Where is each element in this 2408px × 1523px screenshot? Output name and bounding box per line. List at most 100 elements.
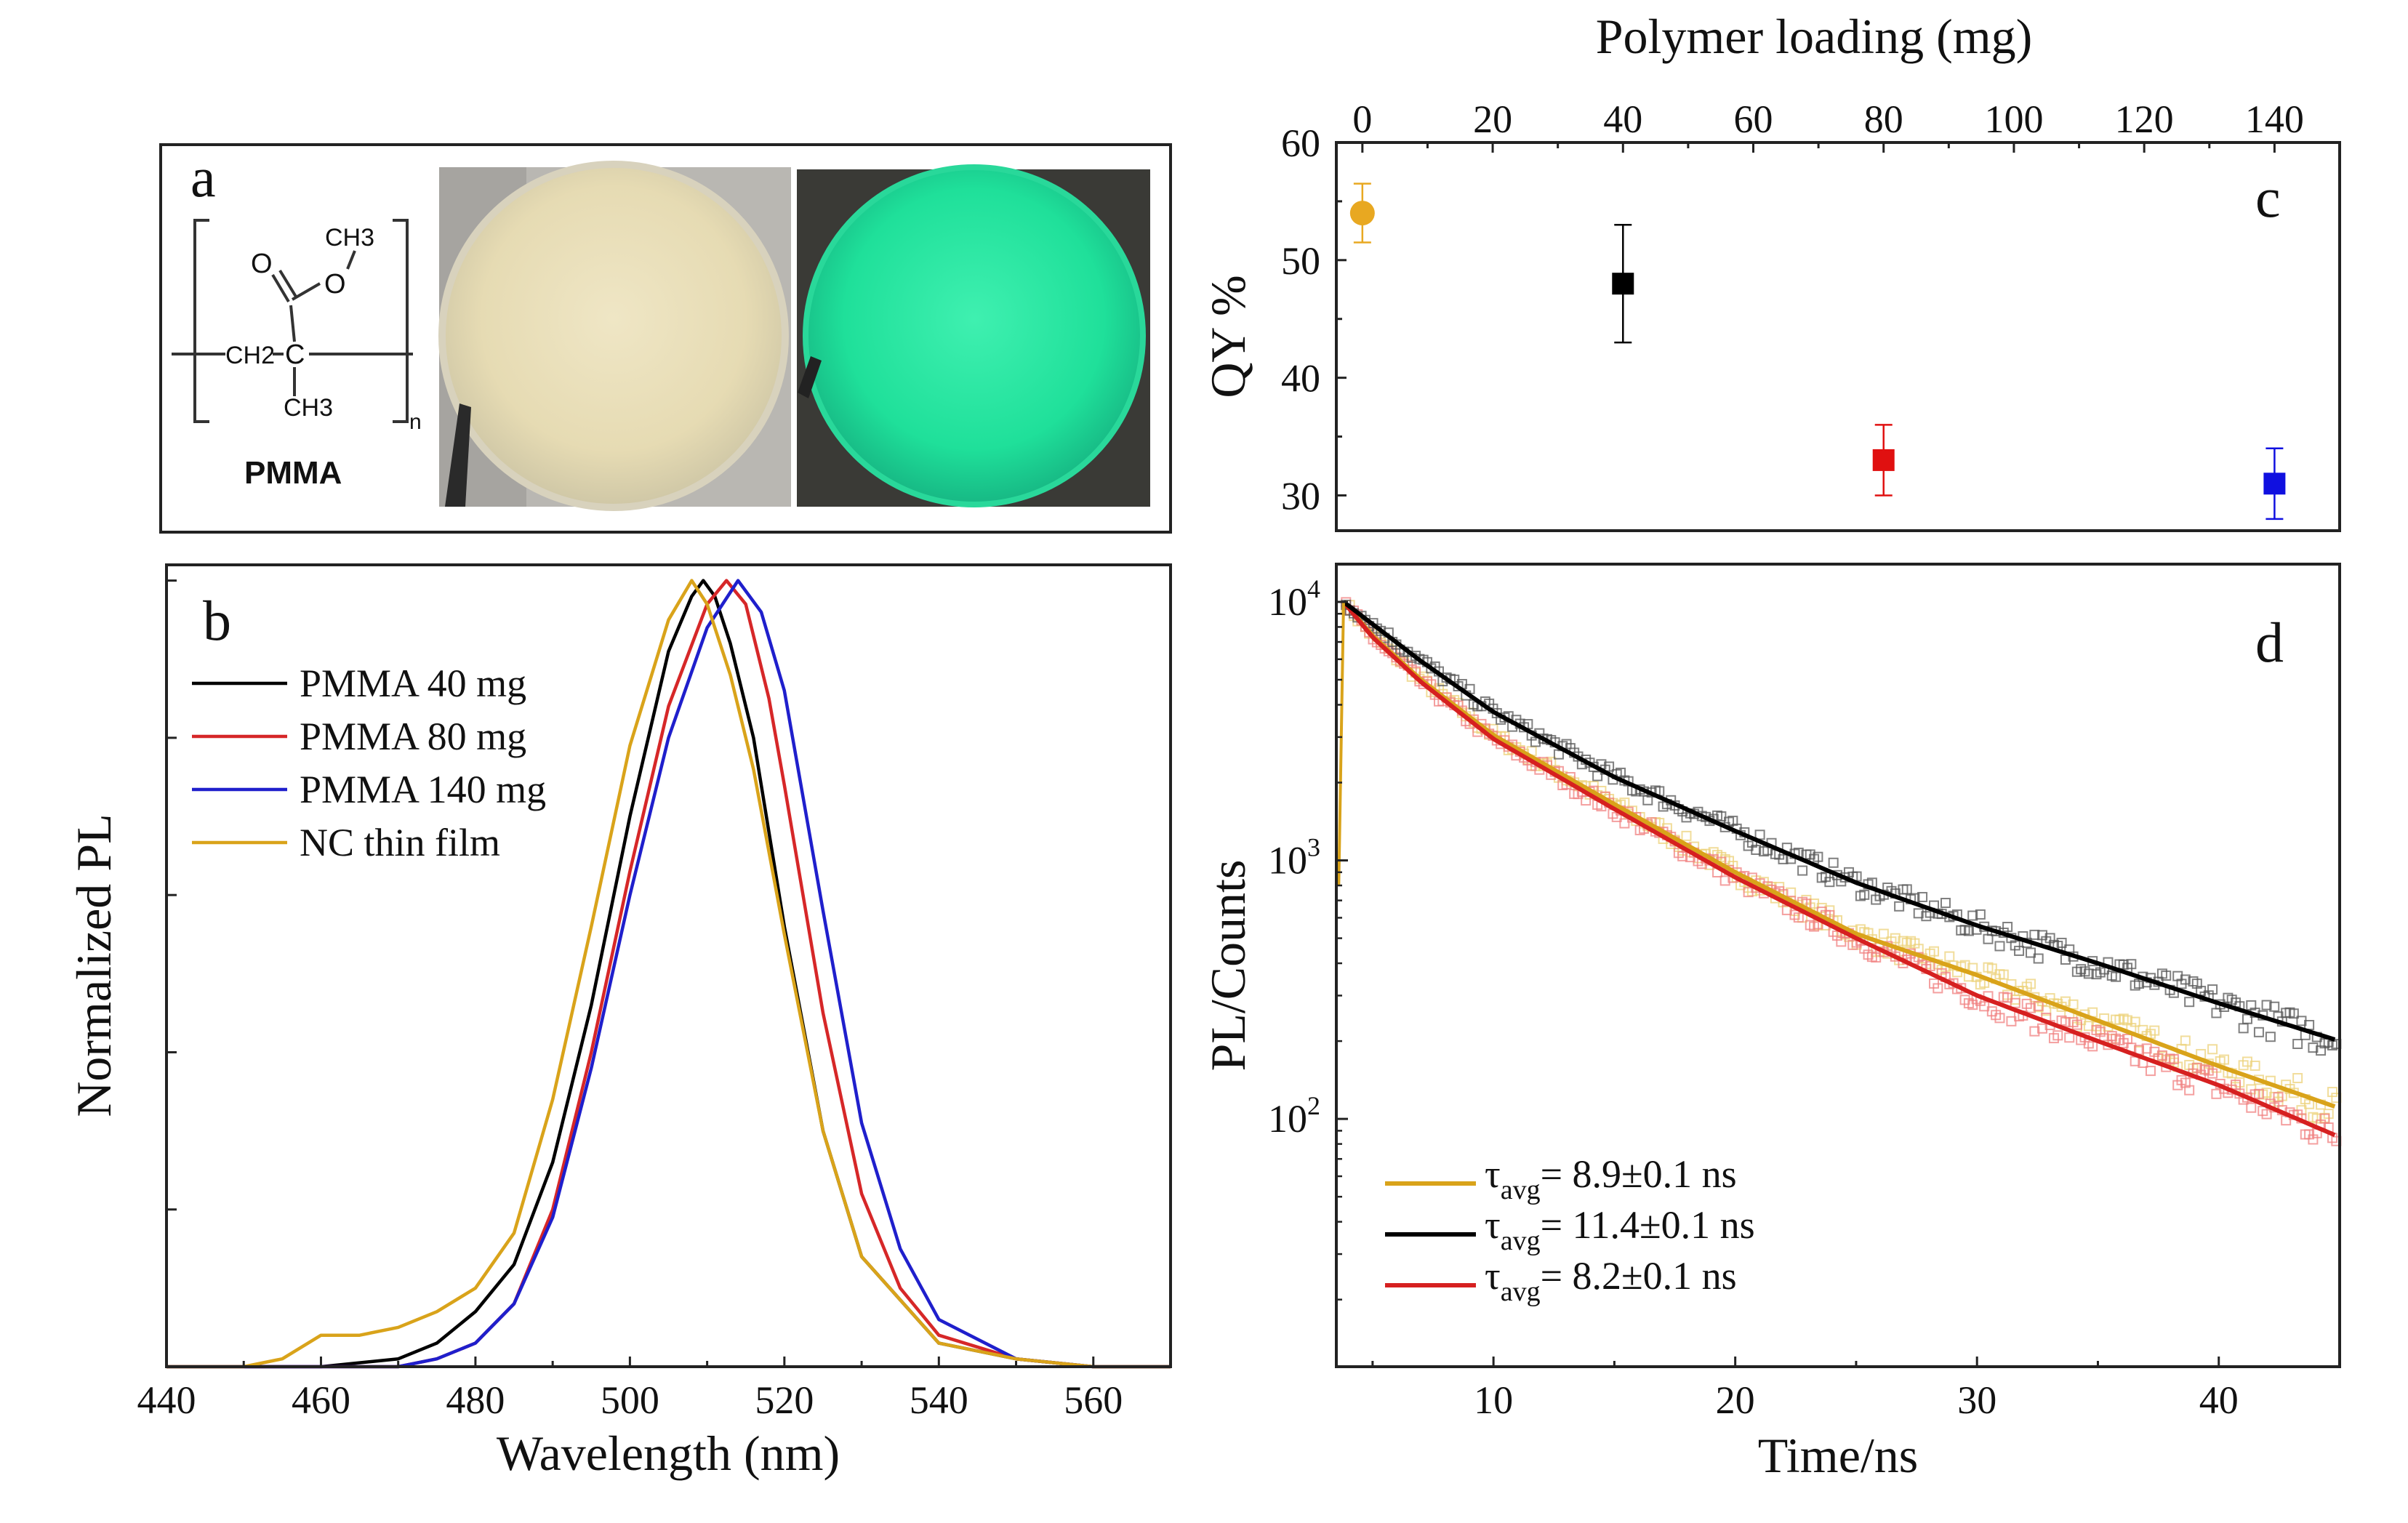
panel-c: c 0 20 40 60 80 100 120 140 30 40 50 60 Polymer lo… <box>1200 9 2341 532</box>
panel-b-y-tickmarks <box>166 579 177 1368</box>
left-bracket <box>193 219 209 423</box>
decay-raw-point <box>2141 1043 2152 1054</box>
x-tick-label: 540 <box>910 1378 968 1422</box>
subscript-n: n <box>409 410 422 434</box>
ch3-top-label: CH3 <box>325 224 374 252</box>
carbonyl-double-bond-b <box>278 269 297 298</box>
decay-raw-points-1 <box>1341 600 2342 1124</box>
panel-c-x-axis-label: Polymer loading (mg) <box>1596 9 2033 64</box>
panel-b-legend: PMMA 40 mg PMMA 80 mg PMMA 140 mg NC thin f… <box>192 662 546 864</box>
decay-raw-point <box>2002 992 2013 1003</box>
decay-raw-point <box>1604 761 1615 772</box>
panel-c-plot <box>1349 182 2286 521</box>
panel-a-label: a <box>190 145 216 209</box>
decay-raw-point <box>2145 1066 2156 1077</box>
decay-raw-point <box>1890 933 1901 944</box>
decay-raw-point <box>2156 1050 2167 1061</box>
decay-fit-line-3 <box>1341 600 2336 1138</box>
decay-raw-point <box>1793 912 1804 923</box>
decay-raw-point <box>2250 1060 2260 1071</box>
panel-c-y-axis-label: QY % <box>1200 275 1256 398</box>
x-tick-label: 560 <box>1064 1378 1123 1422</box>
decay-raw-point <box>2014 945 2025 956</box>
decay-raw-point <box>2184 1085 2195 1096</box>
panel-c-frame <box>1335 141 2341 532</box>
decay-raw-point <box>1813 851 1823 862</box>
qy-marker-circle <box>1349 201 1375 226</box>
x-tick-label: 500 <box>601 1378 659 1422</box>
decay-raw-point <box>2060 996 2071 1007</box>
decay-raw-point <box>1944 951 1955 962</box>
tweezers-uv <box>798 356 822 398</box>
legend-label-4: NC thin film <box>300 821 500 864</box>
qy-point-3 <box>1872 424 1895 497</box>
top-x-tick-label: 100 <box>1984 97 2043 141</box>
decay-raw-point <box>2036 1023 2047 1034</box>
decay-raw-point <box>2242 1013 2252 1024</box>
decay-raw-point <box>2064 1032 2075 1043</box>
decay-raw-point <box>2060 1016 2071 1027</box>
top-x-tick-label: 60 <box>1734 97 1773 141</box>
decay-raw-point <box>1998 969 2009 980</box>
decay-raw-point <box>2308 1042 2319 1053</box>
top-x-tick-label: 120 <box>2115 97 2174 141</box>
decay-raw-point <box>1828 857 1839 868</box>
carbonyl-double-bond-a <box>271 273 290 303</box>
decay-raw-point <box>1933 983 1943 994</box>
decay-raw-point <box>1901 884 1912 895</box>
decay-raw-point <box>1994 1013 2005 1024</box>
x-tick-label: 480 <box>446 1378 505 1422</box>
x-tick-label: 30 <box>1957 1378 1996 1422</box>
decay-raw-point <box>2033 953 2044 964</box>
decay-raw-point <box>1940 898 1951 909</box>
panel-c-y-ticks: 30 40 50 60 <box>1281 121 1347 518</box>
decay-raw-point <box>1719 875 1730 886</box>
x-tick-label: 10 <box>1474 1378 1513 1422</box>
y-tick-label: 104 <box>1268 574 1320 624</box>
panel-d-y-ticks: 102 103 104 <box>1268 574 1348 1301</box>
legend-label-2: PMMA 80 mg <box>300 715 526 758</box>
panel-c-label: c <box>2255 166 2281 229</box>
decay-raw-point <box>2288 1008 2299 1019</box>
panel-a: a CH3 O O CH2 C CH3 n PMMA <box>159 143 1172 534</box>
decay-fit-line-1 <box>1341 600 2336 1109</box>
panel-b-frame <box>165 563 1172 1368</box>
decay-raw-point <box>2026 979 2036 989</box>
decay-raw-point <box>2083 968 2094 979</box>
y-tick-label: 103 <box>1268 833 1320 883</box>
decay-raw-point <box>2253 1026 2264 1037</box>
decay-raw-point <box>2238 1023 2249 1034</box>
petri-dish-ambient <box>438 161 789 511</box>
decay-raw-point <box>2002 922 2013 933</box>
decay-raw-point <box>1859 889 1870 900</box>
decay-raw-point <box>2219 1054 2230 1065</box>
decay-raw-point <box>1751 844 1762 855</box>
top-x-tick-label: 20 <box>1473 97 1512 141</box>
pmma-structure-name: PMMA <box>244 455 342 491</box>
decay-raw-point <box>1967 910 1978 921</box>
panel-d-plot <box>1337 597 2342 1146</box>
legend-label-1: PMMA 40 mg <box>300 662 526 705</box>
top-x-tick-label: 140 <box>2245 97 2304 141</box>
o-carbonyl-label: O <box>251 249 273 279</box>
decay-raw-point <box>2292 1073 2303 1084</box>
legend-label-3: τavg= 8.2±0.1 ns <box>1485 1254 1737 1307</box>
x-tick-label: 40 <box>2199 1378 2239 1422</box>
decay-raw-point <box>1619 818 1630 829</box>
photo-uv-illumination <box>797 164 1150 507</box>
c-to-carbonyl-bond <box>289 305 296 342</box>
decay-raw-point <box>1963 925 1974 936</box>
decay-raw-point <box>2265 1032 2276 1042</box>
y-tick-label: 60 <box>1281 121 1320 165</box>
decay-raw-point <box>2207 1044 2218 1055</box>
petri-dish-uv <box>803 164 1146 507</box>
decay-raw-point <box>2126 959 2137 970</box>
decay-raw-point <box>2068 999 2079 1010</box>
decay-raw-point <box>2211 1088 2222 1099</box>
decay-raw-point <box>1778 853 1789 864</box>
ch3-bottom-label: CH3 <box>284 394 333 422</box>
top-x-tick-label: 40 <box>1603 97 1642 141</box>
spectrum-line-3 <box>166 579 1171 1369</box>
decay-raw-point <box>1878 928 1889 939</box>
legend-label-1: τavg= 8.9±0.1 ns <box>1485 1152 1737 1205</box>
